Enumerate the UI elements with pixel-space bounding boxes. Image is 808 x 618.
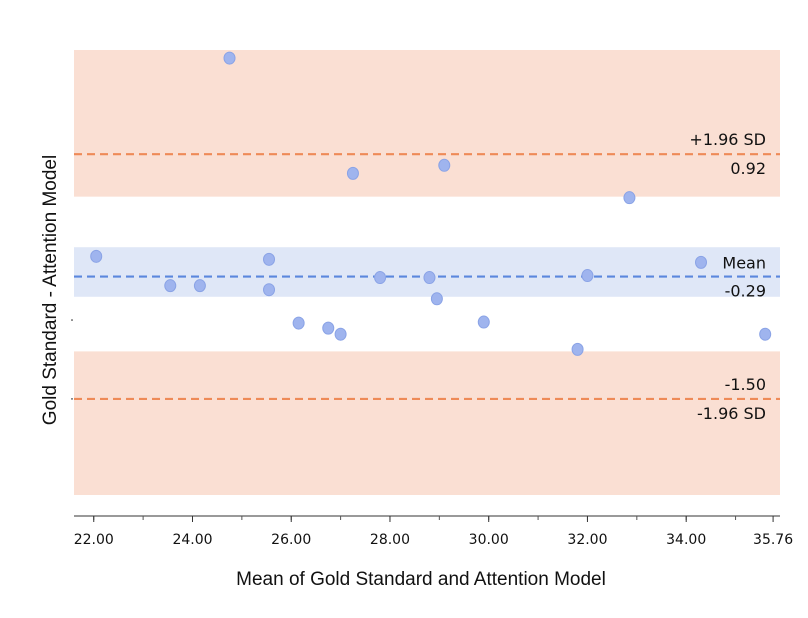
data-point [334, 327, 347, 341]
upper-loa-value: 0.92 [730, 159, 766, 178]
data-point [623, 191, 636, 205]
data-point [571, 342, 584, 356]
x-tick-label: 32.00 [567, 532, 607, 548]
data-point [581, 269, 594, 283]
annotations-layer: +1.96 SD 0.92 Mean -0.29 -1.50 -1.96 SD [689, 130, 766, 423]
data-point [374, 271, 387, 285]
data-point [322, 321, 335, 335]
mean-value: -0.29 [725, 282, 766, 301]
lower-loa-label: -1.96 SD [697, 404, 766, 423]
data-point [164, 279, 177, 293]
y-axis-title: Gold Standard - Attention Model [40, 155, 61, 425]
data-point [695, 255, 708, 269]
data-point [759, 327, 772, 341]
x-tick-label: 22.00 [74, 532, 114, 548]
data-point [223, 51, 236, 65]
band-lower_loa [74, 351, 780, 495]
x-tick-label: 35.76 [753, 532, 793, 548]
x-tick-label: 24.00 [172, 532, 212, 548]
x-tick-label: 30.00 [469, 532, 509, 548]
x-tick-label: 26.00 [271, 532, 311, 548]
data-point [346, 166, 359, 180]
x-tick-label: 28.00 [370, 532, 410, 548]
x-axis-title: Mean of Gold Standard and Attention Mode… [236, 569, 606, 590]
points-layer [90, 51, 772, 356]
x-tick-label: 34.00 [666, 532, 706, 548]
data-point [263, 252, 276, 266]
data-point [263, 283, 276, 297]
upper-loa-label: +1.96 SD [689, 130, 766, 149]
data-point [477, 315, 490, 329]
axes-layer: 22.00 24.00 26.00 28.00 30.00 32.00 34.00 35.76 [71, 319, 793, 548]
lower-loa-value: -1.50 [725, 375, 766, 394]
data-point [423, 271, 436, 285]
band-upper_loa [74, 50, 780, 197]
data-point [430, 292, 443, 306]
data-point [292, 316, 305, 330]
mean-label: Mean [722, 254, 766, 273]
data-point [90, 249, 103, 263]
data-point [193, 279, 206, 293]
data-point [438, 158, 451, 172]
